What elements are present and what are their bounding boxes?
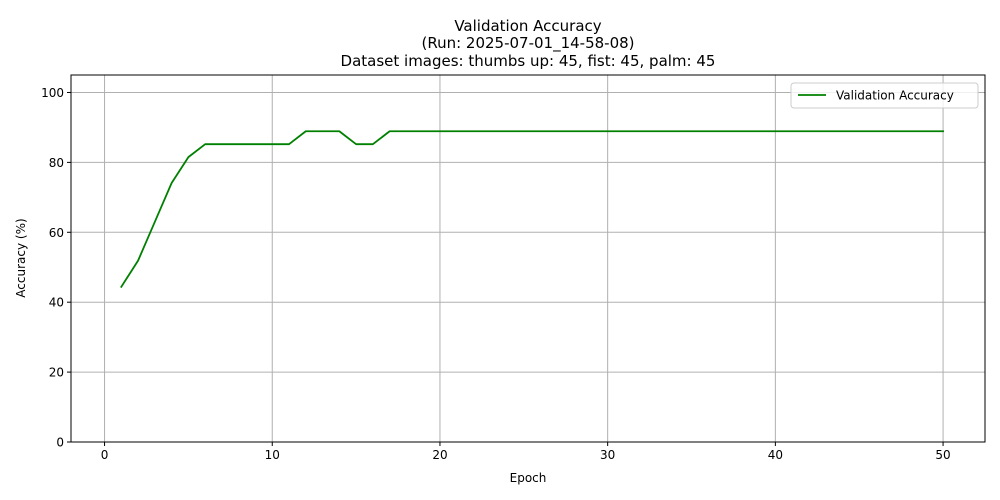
data-point xyxy=(205,144,206,145)
data-point xyxy=(356,144,357,145)
data-point xyxy=(154,221,155,222)
data-point xyxy=(288,144,289,145)
data-point xyxy=(842,131,843,132)
x-tick-label: 20 xyxy=(432,448,447,462)
data-point xyxy=(322,131,323,132)
y-tick-label: 0 xyxy=(56,436,64,450)
grid-lines xyxy=(71,75,985,443)
data-point xyxy=(523,131,524,132)
data-point xyxy=(590,131,591,132)
data-point xyxy=(137,260,138,261)
data-point xyxy=(792,131,793,132)
data-point xyxy=(607,131,608,132)
data-point xyxy=(506,131,507,132)
data-point xyxy=(238,144,239,145)
data-point xyxy=(439,131,440,132)
y-tick-label: 20 xyxy=(49,366,64,380)
x-tick-label: 50 xyxy=(935,448,950,462)
data-point xyxy=(490,131,491,132)
data-point xyxy=(423,131,424,132)
data-point xyxy=(942,131,943,132)
y-tick-label: 60 xyxy=(49,226,64,240)
data-point xyxy=(389,131,390,132)
data-point xyxy=(808,131,809,132)
data-point xyxy=(121,286,122,287)
legend-label-validation-accuracy: Validation Accuracy xyxy=(836,89,954,103)
data-point xyxy=(775,131,776,132)
data-point xyxy=(171,182,172,183)
chart-title-line-2: (Run: 2025-07-01_14-58-08) xyxy=(421,34,634,53)
x-tick-label: 30 xyxy=(600,448,615,462)
data-point xyxy=(406,131,407,132)
data-point xyxy=(557,131,558,132)
data-point xyxy=(926,131,927,132)
data-point xyxy=(456,131,457,132)
x-axis-label: Epoch xyxy=(510,471,547,485)
x-tick-label: 0 xyxy=(101,448,109,462)
data-point xyxy=(272,144,273,145)
data-point xyxy=(372,144,373,145)
y-tick-label: 40 xyxy=(49,296,64,310)
data-point xyxy=(859,131,860,132)
data-point xyxy=(540,131,541,132)
x-tick-label: 10 xyxy=(265,448,280,462)
data-point xyxy=(708,131,709,132)
data-point xyxy=(641,131,642,132)
plot-frame xyxy=(70,74,986,443)
chart-title-line-1: Validation Accuracy xyxy=(454,17,601,35)
axis-ticks: 0 10 20 30 40 50 0 20 40 60 80 100 xyxy=(41,86,951,462)
data-point xyxy=(892,131,893,132)
data-point xyxy=(691,131,692,132)
data-point xyxy=(339,131,340,132)
x-tick-label: 40 xyxy=(768,448,783,462)
series-line-validation-accuracy xyxy=(120,130,944,289)
data-point xyxy=(657,131,658,132)
data-point xyxy=(221,144,222,145)
y-axis-label: Accuracy (%) xyxy=(14,218,28,297)
data-point xyxy=(724,131,725,132)
data-point xyxy=(624,131,625,132)
chart-title-line-3: Dataset images: thumbs up: 45, fist: 45,… xyxy=(341,52,716,70)
y-tick-label: 100 xyxy=(41,86,64,100)
data-point xyxy=(825,131,826,132)
data-point xyxy=(473,131,474,132)
y-tick-label: 80 xyxy=(49,156,64,170)
data-point xyxy=(875,131,876,132)
data-point xyxy=(909,131,910,132)
data-point xyxy=(255,144,256,145)
data-point xyxy=(305,131,306,132)
series-layer xyxy=(120,130,944,289)
data-point xyxy=(674,131,675,132)
data-point xyxy=(188,157,189,158)
legend-box xyxy=(790,82,979,109)
data-point xyxy=(574,131,575,132)
data-point xyxy=(758,131,759,132)
legend: Validation Accuracy xyxy=(790,82,979,109)
data-point xyxy=(741,131,742,132)
